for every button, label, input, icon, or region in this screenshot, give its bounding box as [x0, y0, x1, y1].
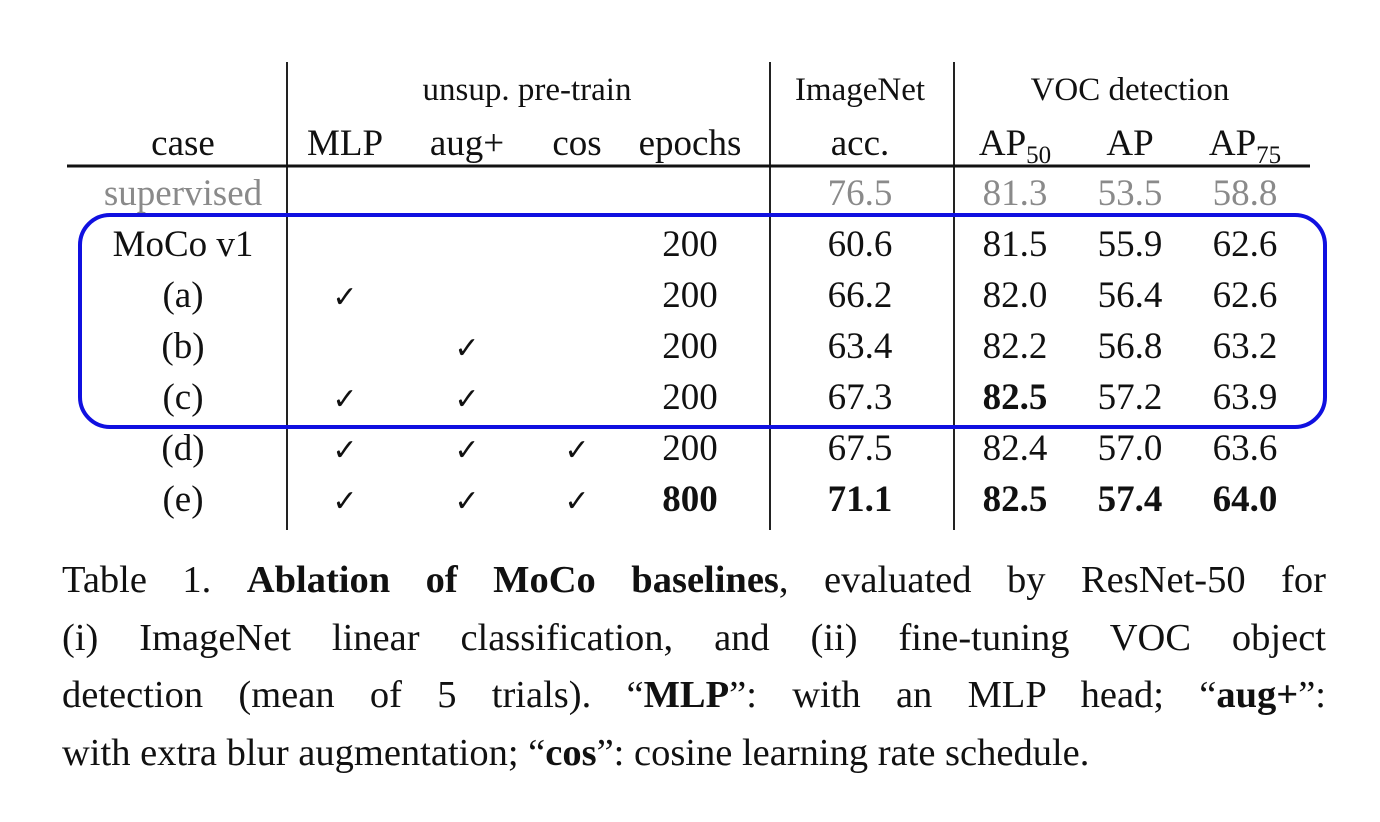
- cell: 76.5: [828, 173, 893, 214]
- group-header: ImageNet: [795, 72, 925, 108]
- column-header-text: acc.: [831, 123, 890, 164]
- check-mark: ✓: [332, 484, 357, 519]
- check-mark: ✓: [564, 433, 589, 468]
- caption-line: detection (mean of 5 trials). “MLP”: wit…: [62, 667, 1326, 725]
- cell: 62.6: [1213, 224, 1278, 265]
- caption-bold: MLP: [643, 674, 730, 716]
- column-header-text: MLP: [307, 123, 383, 164]
- table: unsup. pre-train ImageNet VOC detection cas…: [67, 62, 1327, 530]
- cell: (d): [161, 428, 204, 469]
- cell: 55.9: [1098, 224, 1163, 265]
- caption-text: Table 1.: [62, 559, 247, 601]
- cell: 81.3: [983, 173, 1048, 214]
- cell: 71.1: [828, 479, 893, 520]
- column-header: case: [151, 123, 215, 164]
- cell: supervised: [104, 173, 263, 214]
- cell: 200: [662, 275, 718, 316]
- cell: 57.4: [1098, 479, 1163, 520]
- caption-line: with extra blur augmentation; “cos”: cos…: [62, 725, 1326, 783]
- cell: (b): [161, 326, 204, 367]
- cell: 56.8: [1098, 326, 1163, 367]
- caption-line: (i) ImageNet linear classification, and …: [62, 610, 1326, 668]
- cell: 62.6: [1213, 275, 1278, 316]
- column-header: AP50: [979, 123, 1051, 169]
- cell: 64.0: [1213, 479, 1278, 520]
- cell: 200: [662, 377, 718, 418]
- cell: 200: [662, 224, 718, 265]
- column-header-text: AP: [1209, 123, 1256, 164]
- cell: 67.5: [828, 428, 893, 469]
- cell: 63.2: [1213, 326, 1278, 367]
- cell: (e): [162, 479, 203, 520]
- column-header-text: epochs: [639, 123, 742, 164]
- group-header: unsup. pre-train: [423, 72, 632, 108]
- check-mark: ✓: [564, 484, 589, 519]
- cell: 63.9: [1213, 377, 1278, 418]
- column-header: AP75: [1209, 123, 1281, 169]
- cell: 63.4: [828, 326, 893, 367]
- column-header: MLP: [307, 123, 383, 164]
- cell: 200: [662, 428, 718, 469]
- column-header: aug+: [430, 123, 504, 164]
- caption-text: (i) ImageNet linear classification, and …: [62, 616, 1326, 659]
- caption-line: Table 1. Ablation of MoCo baselines, eva…: [62, 552, 1326, 610]
- caption-bold: cos: [545, 731, 597, 774]
- cell: 63.6: [1213, 428, 1278, 469]
- column-header-sub: 75: [1256, 142, 1281, 169]
- cell: 58.8: [1213, 173, 1278, 214]
- column-header-text: case: [151, 123, 215, 164]
- caption-text: detection (mean of 5 trials). “: [62, 674, 644, 716]
- caption: Table 1. Ablation of MoCo baselines, eva…: [62, 552, 1326, 782]
- column-header: acc.: [831, 123, 890, 164]
- cell: 57.0: [1098, 428, 1163, 469]
- caption-text: with extra blur augmentation; “: [62, 731, 546, 774]
- cell: 800: [662, 479, 718, 520]
- caption-text: ”:: [1298, 674, 1327, 716]
- cell: 82.5: [983, 479, 1048, 520]
- cell: MoCo v1: [113, 224, 254, 265]
- cell: 82.2: [983, 326, 1048, 367]
- caption-bold: Ablation of MoCo baselines: [246, 559, 779, 601]
- column-header-text: cos: [552, 123, 601, 164]
- cell: 66.2: [828, 275, 893, 316]
- check-mark: ✓: [332, 382, 357, 417]
- check-mark: ✓: [332, 280, 357, 315]
- cell: 82.0: [983, 275, 1048, 316]
- check-mark: ✓: [454, 331, 479, 366]
- column-header: cos: [552, 123, 601, 164]
- column-header-text: AP: [979, 123, 1026, 164]
- cell: 82.4: [983, 428, 1048, 469]
- cell: 53.5: [1098, 173, 1163, 214]
- check-mark: ✓: [454, 433, 479, 468]
- group-header: VOC detection: [1031, 72, 1230, 108]
- caption-text: ”: with an MLP head; “: [729, 674, 1217, 716]
- caption-text: ”: cosine learning rate schedule.: [596, 731, 1090, 774]
- check-mark: ✓: [454, 484, 479, 519]
- caption-text: , evaluated by ResNet-50 for: [778, 559, 1327, 601]
- cell: (c): [162, 377, 203, 418]
- cell: 67.3: [828, 377, 893, 418]
- cell: (a): [162, 275, 203, 316]
- column-header: AP: [1106, 123, 1153, 164]
- highlight-box: [78, 213, 1327, 429]
- check-mark: ✓: [332, 433, 357, 468]
- column-header-text: aug+: [430, 123, 504, 164]
- column-header-text: AP: [1106, 123, 1153, 164]
- cell: 81.5: [983, 224, 1048, 265]
- caption-bold: aug+: [1216, 674, 1299, 716]
- cell: 200: [662, 326, 718, 367]
- check-mark: ✓: [454, 382, 479, 417]
- cell: 60.6: [828, 224, 893, 265]
- column-header: epochs: [639, 123, 742, 164]
- cell: 57.2: [1098, 377, 1163, 418]
- column-header-sub: 50: [1026, 142, 1051, 169]
- cell: 82.5: [983, 377, 1048, 418]
- cell: 56.4: [1098, 275, 1163, 316]
